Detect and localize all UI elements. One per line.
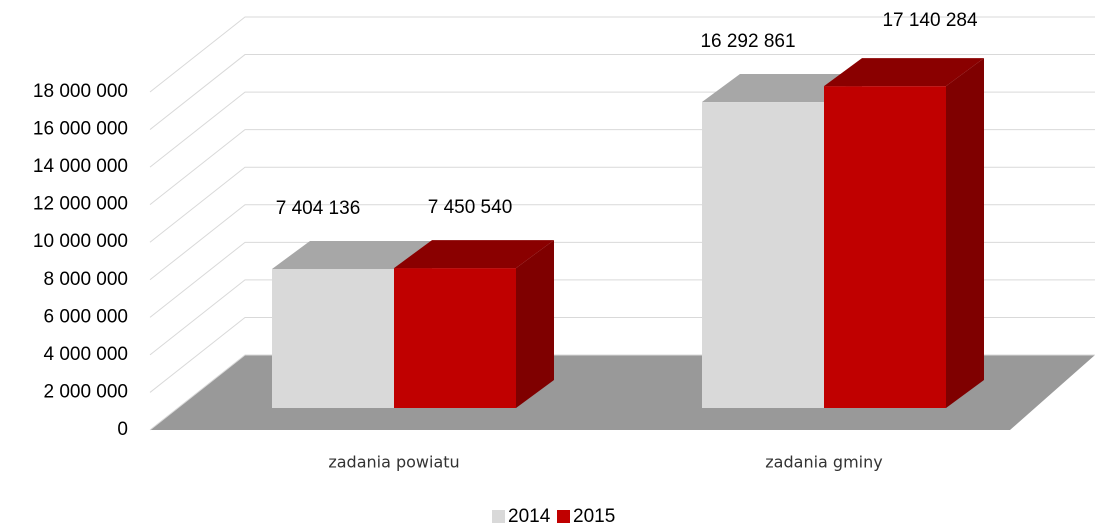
y-tick-label: 2 000 000 bbox=[43, 381, 128, 402]
data-label: 16 292 861 bbox=[700, 31, 795, 52]
data-label: 7 450 540 bbox=[428, 197, 513, 218]
y-tick-label: 14 000 000 bbox=[33, 156, 128, 177]
legend-swatch bbox=[492, 510, 505, 523]
x-tick-label: zadania gminy bbox=[765, 453, 882, 472]
y-tick-label: 10 000 000 bbox=[33, 231, 128, 252]
grid-line bbox=[149, 16, 1095, 93]
bar-top bbox=[394, 240, 554, 269]
y-tick-label: 0 bbox=[117, 419, 128, 440]
bar-front bbox=[702, 102, 824, 408]
bar-front bbox=[272, 268, 394, 408]
legend-swatch bbox=[557, 510, 570, 523]
bar-top bbox=[272, 240, 432, 269]
data-label: 7 404 136 bbox=[276, 198, 361, 219]
y-tick-label: 16 000 000 bbox=[33, 119, 128, 140]
bar-side bbox=[946, 58, 984, 408]
y-tick-label: 8 000 000 bbox=[43, 269, 128, 290]
bar-top bbox=[824, 58, 984, 87]
data-label: 17 140 284 bbox=[882, 10, 978, 31]
legend-label: 2014 bbox=[508, 506, 551, 525]
bar-front bbox=[394, 268, 516, 408]
y-tick-label: 4 000 000 bbox=[43, 344, 128, 365]
grid-line bbox=[149, 54, 1095, 130]
y-tick-label: 6 000 000 bbox=[43, 306, 128, 327]
x-tick-label: zadania powiatu bbox=[328, 453, 459, 472]
legend-label: 2015 bbox=[573, 506, 615, 525]
y-tick-label: 18 000 000 bbox=[33, 81, 128, 102]
bar-side bbox=[516, 240, 554, 408]
bar-front bbox=[824, 86, 946, 408]
bar-top bbox=[702, 74, 862, 103]
y-tick-label: 12 000 000 bbox=[33, 194, 128, 215]
